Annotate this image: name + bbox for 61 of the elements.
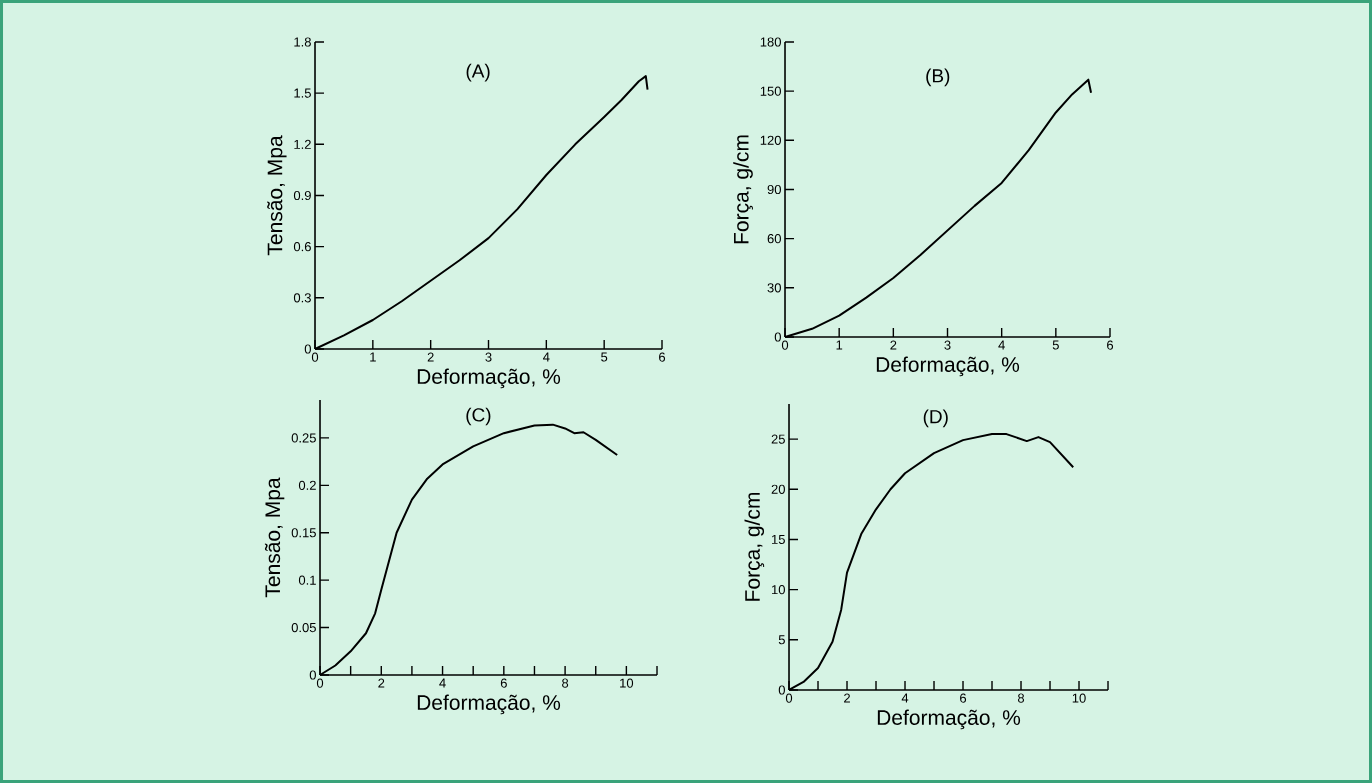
- x-tick-label: 6: [960, 693, 967, 703]
- y-tick-label: 20: [771, 484, 785, 494]
- x-axis-title: Deformação, %: [417, 368, 561, 389]
- y-axis-title: Força, g/cm: [733, 135, 753, 244]
- y-tick-label: 0.3: [293, 293, 311, 303]
- y-tick-label: 120: [760, 135, 781, 145]
- x-axis-title: Deformação, %: [417, 694, 561, 715]
- y-tick-label: 0.15: [291, 528, 316, 538]
- annotation: (B): [926, 68, 950, 87]
- y-tick-label: 0.05: [291, 622, 316, 633]
- x-tick-label: 6: [500, 678, 507, 688]
- x-tick-label: 4: [439, 678, 446, 688]
- annotation: (D): [923, 409, 948, 428]
- x-tick-label: 8: [1017, 693, 1025, 703]
- y-axis-title: Força, g/cm: [744, 492, 765, 601]
- y-tick-label: 5: [778, 635, 785, 645]
- x-tick-label: 1: [370, 352, 376, 362]
- annotation: (C): [466, 407, 491, 426]
- x-tick-label: 0: [785, 693, 793, 703]
- x-tick-label: 4: [998, 340, 1005, 350]
- y-tick-label: 30: [767, 283, 781, 293]
- x-tick-label: 10: [620, 678, 634, 688]
- x-tick-label: 2: [890, 340, 897, 350]
- y-tick-label: 0.9: [293, 190, 311, 201]
- y-tick-label: 0.1: [298, 575, 316, 585]
- x-tick-label: 5: [1052, 340, 1059, 350]
- y-tick-label: 15: [772, 534, 785, 544]
- y-tick-label: 10: [772, 585, 785, 595]
- x-axis-title: Deformação, %: [877, 709, 1021, 730]
- y-tick-label: 90: [767, 184, 781, 195]
- y-tick-label: 0: [778, 685, 785, 695]
- y-tick-label: 0: [309, 670, 316, 680]
- x-tick-label: 6: [1107, 340, 1114, 350]
- x-tick-label: 2: [378, 678, 385, 688]
- y-tick-label: 0.6: [293, 242, 311, 252]
- y-tick-label: 1.5: [294, 88, 311, 98]
- x-tick-label: 3: [944, 340, 951, 350]
- y-tick-label: 0.2: [298, 480, 316, 490]
- y-tick-label: 150: [760, 86, 781, 96]
- y-tick-label: 60: [767, 234, 781, 244]
- x-tick-label: 5: [601, 352, 608, 362]
- y-axis-title: Tensão, Mpa: [264, 477, 285, 598]
- x-tick-label: 10: [1072, 693, 1086, 703]
- x-tick-label: 4: [543, 352, 550, 362]
- x-tick-label: 4: [901, 693, 909, 703]
- y-tick-label: 0.25: [291, 433, 316, 443]
- x-axis-title: Deformação, %: [876, 356, 1020, 377]
- annotation: (A): [466, 63, 490, 82]
- x-tick-label: 0: [316, 678, 324, 688]
- y-tick-label: 1.8: [294, 37, 311, 47]
- x-tick-label: 3: [485, 352, 492, 362]
- x-tick-label: 6: [659, 352, 666, 362]
- x-tick-label: 2: [427, 352, 434, 362]
- y-axis-title: Tensão, Mpa: [267, 135, 287, 256]
- y-tick-label: 25: [771, 434, 785, 444]
- x-tick-label: 2: [844, 693, 850, 703]
- y-tick-label: 1.2: [294, 139, 311, 149]
- y-tick-label: 0: [774, 332, 781, 342]
- x-tick-label: 1: [836, 340, 843, 350]
- y-tick-label: 180: [760, 37, 781, 47]
- x-tick-label: 8: [562, 678, 569, 688]
